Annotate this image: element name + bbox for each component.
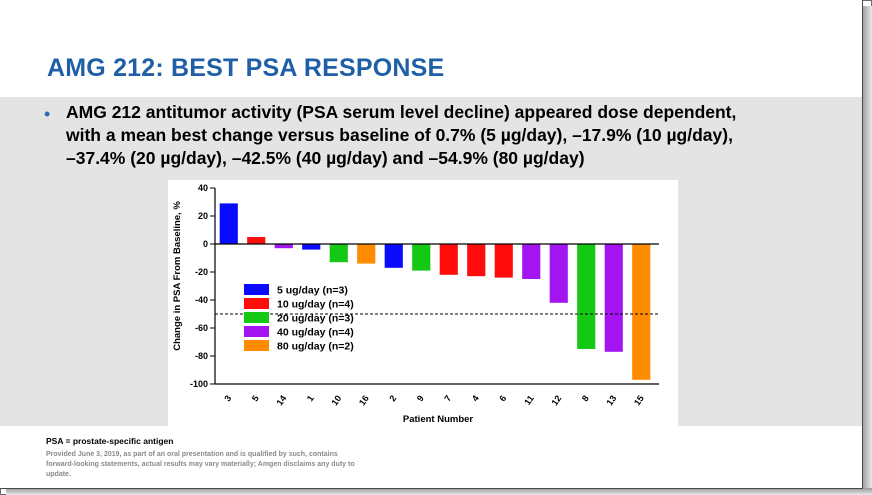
y-tick-label: 40 [198, 183, 208, 193]
slide-page: AMG 212: BEST PSA RESPONSE • AMG 212 ant… [0, 0, 863, 489]
x-tick-label: 9 [415, 393, 426, 403]
y-tick-label: -60 [195, 323, 208, 333]
bar-patient-3 [219, 203, 238, 244]
bar-patient-4 [467, 244, 486, 277]
footer-disclaimer: Provided June 3, 2019, as part of an ora… [46, 451, 355, 478]
x-tick-label: 14 [274, 393, 288, 407]
x-tick-label: 3 [222, 393, 233, 403]
x-tick-label: 15 [632, 393, 646, 407]
x-tick-label: 4 [470, 393, 481, 403]
bar-patient-12 [549, 244, 568, 303]
bar-patient-16 [357, 244, 376, 264]
y-tick-label: 20 [198, 211, 208, 221]
chart-panel: 40 20 0 -20 -40 -60 -80 -100 3 5 14 1 10 16 2 9 7 4 6 11 12 8… [168, 180, 678, 426]
bar-patient-15 [632, 244, 651, 380]
x-tick-label: 11 [522, 393, 536, 407]
slide-title: AMG 212: BEST PSA RESPONSE [47, 54, 445, 82]
y-tick-label: 0 [203, 239, 208, 249]
slide-shadow-bottom [6, 488, 872, 495]
y-tick-label: -100 [190, 379, 208, 389]
bar-patient-2 [384, 244, 403, 268]
legend-swatch [244, 284, 269, 295]
bar-patient-9 [412, 244, 431, 271]
bar-patient-1 [302, 244, 321, 250]
slide-shadow-right [862, 6, 872, 495]
x-tick-label: 7 [442, 393, 453, 403]
bar-patient-10 [329, 244, 348, 263]
legend-swatch [244, 326, 269, 337]
x-tick-label: 13 [604, 393, 618, 407]
x-axis-title: Patient Number [403, 414, 474, 425]
legend-swatch [244, 340, 269, 351]
legend-label: 80 ug/day (n=2) [277, 341, 354, 353]
bullet-text: AMG 212 antitumor activity (PSA serum le… [66, 102, 737, 168]
bar-patient-8 [577, 244, 596, 349]
bullet-marker: • [44, 104, 51, 124]
legend-swatch [244, 298, 269, 309]
x-tick-label: 2 [387, 393, 398, 403]
bar-patient-13 [604, 244, 623, 352]
bar-patient-14 [274, 244, 293, 249]
y-axis-title: Change in PSA From Baseline, % [172, 201, 183, 351]
x-tick-label: 6 [497, 393, 508, 403]
bar-patient-6 [494, 244, 513, 278]
bar-patient-7 [439, 244, 458, 275]
legend-label: 10 ug/day (n=4) [277, 299, 354, 311]
y-tick-label: -40 [195, 295, 208, 305]
x-tick-label: 8 [580, 393, 591, 403]
x-tick-label: 10 [329, 393, 343, 407]
x-tick-label: 12 [549, 393, 563, 407]
legend-label: 5 ug/day (n=3) [277, 285, 348, 297]
legend-label: 40 ug/day (n=4) [277, 327, 354, 339]
y-tick-label: -20 [195, 267, 208, 277]
bar-patient-11 [522, 244, 541, 279]
x-tick-label: 16 [357, 393, 371, 407]
footer-abbreviation: PSA = prostate-specific antigen [46, 436, 174, 446]
psa-response-chart: 40 20 0 -20 -40 -60 -80 -100 3 5 14 1 10 16 2 9 7 4 6 11 12 8… [172, 183, 659, 425]
legend-swatch [244, 312, 269, 323]
bar-patient-5 [247, 237, 266, 244]
legend-label: 20 ug/day (n=3) [277, 313, 354, 325]
y-tick-label: -80 [195, 351, 208, 361]
x-tick-label: 1 [305, 393, 316, 403]
x-tick-label: 5 [250, 393, 261, 403]
